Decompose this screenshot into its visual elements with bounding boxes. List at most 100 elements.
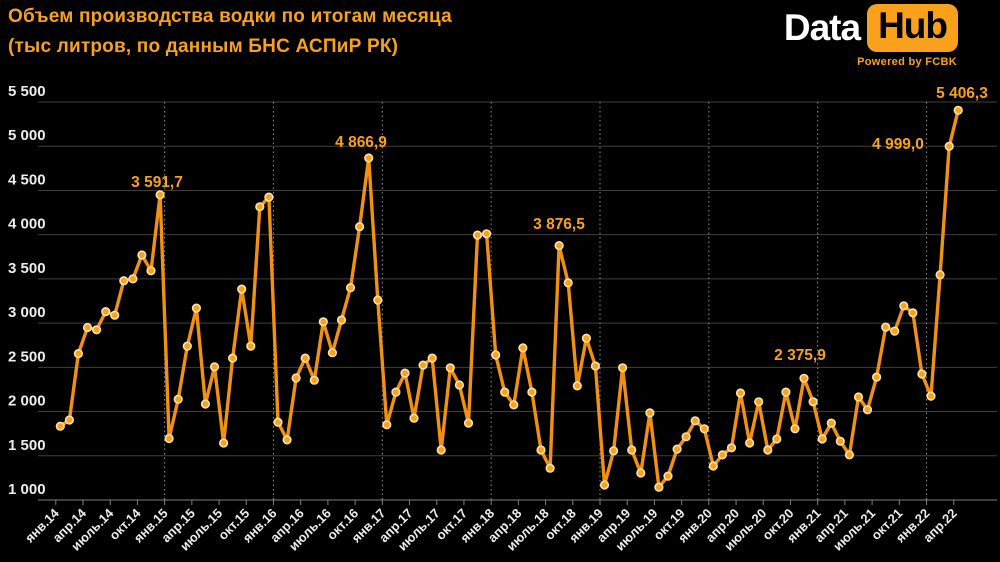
data-point-marker [373, 295, 383, 305]
data-point-marker [200, 399, 210, 409]
data-point-marker [264, 192, 274, 202]
data-point-marker [645, 408, 655, 418]
data-point-marker [581, 333, 592, 343]
data-value-labels: 3 591,7 4 866,9 3 876,5 2 375,9 4 999,0 5 406… [131, 85, 988, 364]
data-point-marker [899, 301, 909, 311]
data-point-marker [228, 353, 238, 363]
y-tick-label: 2 000 [8, 393, 46, 410]
data-point-marker [191, 303, 201, 313]
data-point-marker [953, 105, 963, 115]
data-point-marker [155, 190, 165, 200]
data-point-marker [382, 420, 392, 430]
data-point-marker [509, 400, 519, 410]
data-point-marker [173, 394, 183, 404]
data-point-marker [672, 444, 682, 454]
y-tick-label: 1 500 [8, 437, 46, 454]
data-point-marker [826, 418, 836, 428]
data-point-marker [137, 250, 147, 260]
data-point-marker [500, 387, 510, 397]
data-point-marker [64, 415, 74, 425]
data-point-marker [409, 413, 419, 423]
data-point-marker [255, 202, 265, 212]
y-tick-label: 5 000 [8, 127, 46, 144]
data-point-marker [808, 397, 818, 407]
data-point-marker [364, 153, 374, 163]
x-axis-labels: янв.14апр.14июль.14окт.14янв.15апр.15июл… [22, 505, 960, 554]
data-point-marker [101, 307, 111, 317]
data-point-marker [690, 416, 700, 426]
data-value-label: 4 866,9 [335, 134, 387, 151]
data-point-marker [917, 369, 927, 379]
x-axis-ticks [55, 500, 955, 505]
data-point-marker [636, 468, 646, 478]
data-point-marker [146, 266, 156, 276]
data-point-marker [890, 326, 900, 336]
data-point-marker [835, 436, 845, 446]
data-point-marker [799, 373, 809, 383]
data-value-label: 3 591,7 [131, 174, 183, 191]
data-point-marker [781, 387, 791, 397]
y-tick-label: 4 500 [8, 171, 46, 188]
y-tick-label: 1 000 [8, 481, 46, 498]
series-line [58, 108, 960, 489]
data-point-marker [726, 443, 737, 453]
data-point-marker [654, 482, 664, 492]
data-point-marker [300, 353, 310, 363]
y-tick-label: 3 000 [8, 304, 46, 321]
data-value-label: 3 876,5 [533, 216, 585, 233]
data-value-label: 4 999,0 [872, 136, 924, 153]
data-value-label: 2 375,9 [774, 347, 826, 364]
data-points [55, 105, 963, 492]
logo-tagline: Powered by FCBK [857, 56, 957, 68]
y-tick-label: 5 500 [8, 83, 46, 100]
data-point-marker [182, 341, 192, 351]
data-point-marker [463, 418, 474, 428]
data-point-marker [790, 424, 800, 434]
data-point-marker [735, 388, 746, 398]
data-point-marker [400, 368, 410, 378]
year-separator-lines [164, 102, 928, 500]
data-value-label: 5 406,3 [936, 85, 988, 102]
data-point-marker [944, 141, 954, 151]
data-point-marker [355, 222, 365, 232]
data-point-marker [617, 363, 628, 373]
data-point-marker [935, 270, 945, 280]
data-point-marker [246, 341, 256, 351]
data-point-marker [590, 361, 601, 371]
data-point-marker [482, 229, 492, 239]
data-point-marker [527, 387, 537, 397]
chart-header: Объем производства водки по итогам месяц… [8, 6, 452, 58]
logo-text-hub: Hub [867, 4, 958, 52]
data-point-marker [754, 397, 764, 407]
data-point-marker [681, 432, 691, 442]
data-point-marker [708, 461, 718, 471]
data-point-marker [427, 353, 437, 363]
data-point-marker [853, 392, 864, 402]
data-point-marker [536, 445, 546, 455]
data-point-marker [55, 421, 65, 431]
chart-title: Объем производства водки по итогам месяц… [8, 6, 452, 27]
data-point-marker [110, 310, 120, 320]
data-point-marker [291, 373, 301, 383]
data-point-marker [327, 348, 338, 358]
data-point-marker [545, 463, 555, 473]
data-point-marker [563, 278, 573, 288]
data-point-marker [436, 445, 446, 455]
data-point-marker [336, 315, 347, 325]
logo-text-data: Data [783, 7, 861, 48]
datahub-logo-wordmark: Data Hub [784, 4, 958, 52]
data-point-marker [844, 450, 855, 460]
data-point-marker [418, 360, 428, 370]
data-point-marker [717, 450, 728, 460]
data-point-marker [309, 375, 319, 385]
data-point-marker [663, 471, 673, 481]
y-tick-label: 3 500 [8, 260, 46, 277]
data-point-marker [518, 343, 528, 353]
data-point-marker [164, 433, 174, 444]
data-point-marker [445, 363, 455, 373]
data-point-marker [318, 317, 328, 327]
data-point-marker [391, 387, 401, 397]
data-point-marker [554, 241, 564, 251]
